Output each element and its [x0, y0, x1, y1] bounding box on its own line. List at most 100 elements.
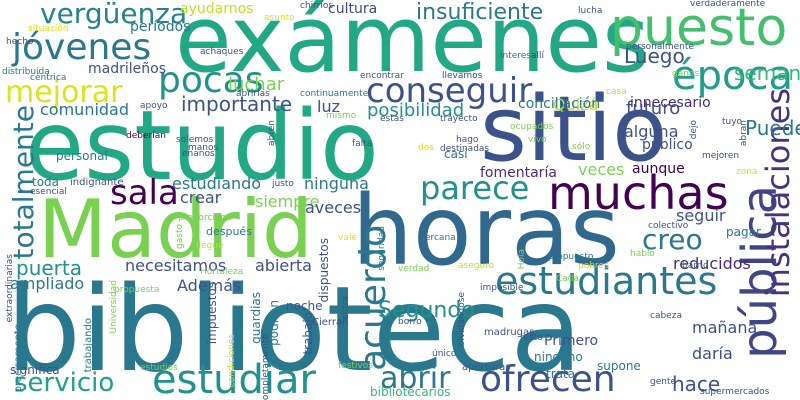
word-luchar: luchar [228, 74, 285, 95]
word-centrica: céntrica [30, 73, 67, 83]
word-colectivo: colectivo [648, 221, 689, 231]
word-ademas: Además [177, 276, 242, 295]
word-casi: casi [444, 147, 468, 161]
word-futuro: futuro [626, 98, 681, 119]
word-alli: allí [531, 51, 545, 61]
word-madrid: Madrid [38, 183, 313, 276]
word-hecho: hecho [6, 37, 34, 47]
word-personalmente: personalmente [626, 42, 694, 52]
word-parece: parece [420, 169, 530, 207]
word-puede: Puede [745, 116, 800, 140]
word-examenes: exámenes [175, 0, 650, 93]
word-ocupados: ocupados [510, 122, 554, 132]
word-publico: público [642, 137, 693, 153]
word-ayudarnos: ayudarnos [180, 1, 254, 17]
word-cercana: cercana [420, 233, 456, 243]
word-dispuestos: dispuestos [317, 238, 331, 303]
word-interesa: interesa [500, 51, 537, 61]
word-chirrios: chirríos [300, 1, 334, 11]
word-encontrar: encontrar [360, 71, 404, 81]
word-crear: crear [180, 188, 222, 207]
word-cabeza: cabeza [650, 311, 682, 321]
word-entra: entra [341, 296, 351, 320]
word-enanos: enanos [182, 149, 215, 159]
word-luego: Luego [624, 44, 685, 68]
word-siempre: siempre [255, 192, 320, 211]
word-verdad: verdad [398, 264, 430, 274]
word-madrugas: madrugas [484, 327, 535, 338]
word-horas: horas [352, 175, 620, 287]
word-ninguna: ninguna [304, 174, 369, 193]
word-cierran: Cierran [312, 317, 349, 328]
word-estudiar: estudiar [152, 357, 316, 400]
word-mejoren: mejoren [702, 151, 740, 161]
word-supone: supone [597, 359, 641, 373]
word-conciliacion: conciliación [518, 96, 601, 112]
word-gasto: gasto [175, 224, 185, 249]
word-borro: borro [398, 317, 422, 327]
word-estudios: estudios [140, 363, 178, 373]
word-verguenza: vergüenza [40, 0, 188, 30]
word-bibliotecarios: bibliotecarios [370, 385, 451, 399]
word-apoyo: apoyo [140, 101, 168, 111]
word-ninguno: ningúno [534, 350, 583, 364]
word-veces: veces [578, 160, 625, 179]
word-vale: vale [338, 233, 357, 243]
word-creo: creo [642, 223, 703, 256]
word-estudiantes: estudiantes [495, 259, 718, 303]
word-quiza: Quizá [553, 95, 599, 114]
word-reducidos: reducidos [673, 254, 751, 273]
word-resto: resto [520, 333, 543, 343]
word-zona: zona [736, 167, 758, 177]
word-olvidandose: olvidándose [457, 292, 467, 347]
word-completamente: Completamente [261, 334, 271, 400]
word-personal: personal [56, 149, 108, 163]
word-aunque: aunque [632, 161, 685, 177]
word-abrirlas: abrirlas [236, 89, 270, 99]
word-pagar: pagar [726, 225, 761, 239]
word-impuestos: impuestos [205, 282, 219, 345]
word-daria: daría [692, 344, 733, 363]
word-vivo: vivo [528, 135, 547, 145]
word-noche: noche [286, 299, 323, 313]
word-innecesario: innecesario [630, 95, 711, 111]
word-luz: luz [317, 97, 340, 116]
word-indignante: indignante [70, 177, 124, 188]
word-servicio: servicio [14, 368, 115, 398]
word-mejorar: mejorar [5, 75, 123, 110]
word-tuyo: tuyo [722, 117, 743, 127]
word-solo: sólo [572, 142, 591, 152]
word-condiciones: condiciones [227, 334, 237, 388]
word-pobres: pobres [578, 261, 609, 271]
word-alguna: alguna [624, 122, 679, 141]
word-puesto: puesto [610, 0, 788, 58]
word-seguir: seguir [676, 206, 726, 225]
word-muchas: muchas [548, 166, 729, 220]
word-hablo: hablo [630, 249, 655, 259]
word-festivos: festivos [338, 361, 373, 371]
word-llegue: llegue [196, 241, 224, 251]
word-supermercados: supermercados [700, 387, 770, 397]
word-extraordinarias: extraordinarias [5, 254, 15, 323]
word-propuesto: propuesto [548, 252, 594, 262]
word-precisamente: precisamente [13, 324, 24, 393]
word-ampliado: ampliado [10, 274, 85, 293]
word-proporciona: proporciona [178, 213, 232, 223]
word-periodos: períodos [130, 19, 191, 35]
word-falta: falta [352, 139, 373, 149]
word-semana: semana [734, 61, 800, 85]
word-aperturas: aperturas [462, 362, 511, 373]
word-hago: hago [456, 135, 479, 145]
word-sala: sala [110, 173, 179, 213]
word-hace: hace [672, 372, 721, 396]
word-unico: único [432, 349, 457, 359]
word-aseguro: aseguro [458, 261, 495, 271]
word-epoca: época [672, 53, 793, 99]
word-importante: importante [181, 92, 293, 116]
word-primero: Primero [544, 333, 599, 349]
word-madrilenos: madrileños [88, 61, 166, 77]
word-manos: manos [188, 143, 219, 153]
word-imposible: imposible [480, 283, 524, 293]
word-trabajando: trabajando [83, 318, 94, 373]
